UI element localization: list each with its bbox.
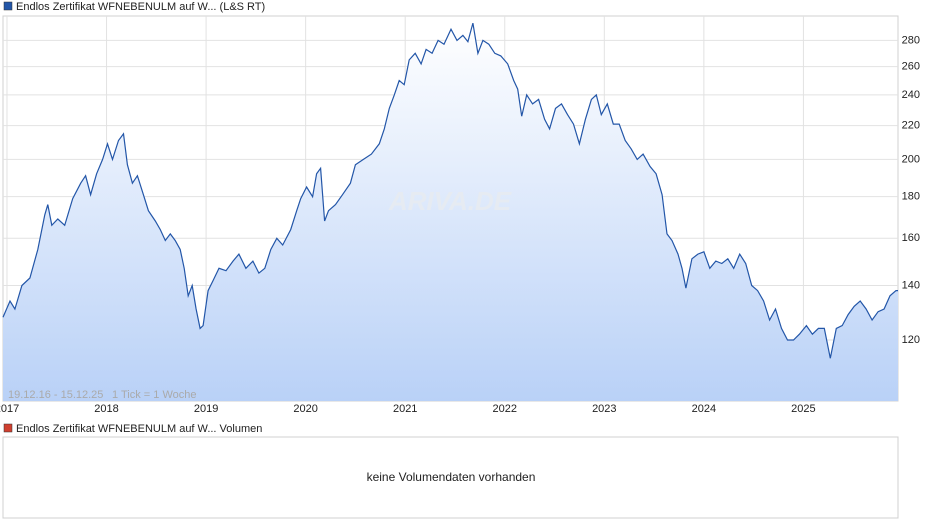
legend-label: Endlos Zertifikat WFNEBENULM auf W... (L… (16, 1, 265, 13)
y-tick-label: 200 (902, 153, 920, 165)
y-tick-label: 280 (902, 34, 920, 46)
x-tick-label: 2024 (692, 403, 716, 415)
volume-message: keine Volumendaten vorhanden (367, 470, 536, 484)
y-tick-label: 260 (902, 61, 920, 73)
y-tick-label: 120 (902, 334, 920, 346)
x-tick-label: 2025 (791, 403, 815, 415)
volume-legend: Endlos Zertifikat WFNEBENULM auf W... Vo… (16, 423, 262, 435)
x-tick-label: 2021 (393, 403, 417, 415)
x-tick-label: 2022 (493, 403, 517, 415)
volume-frame (2, 436, 899, 519)
x-tick-label: 2019 (194, 403, 218, 415)
y-tick-label: 160 (902, 232, 920, 244)
x-tick-label: 2020 (293, 403, 317, 415)
data (2, 22, 898, 401)
y-tick-label: 140 (902, 279, 920, 291)
y-tick-label: 180 (902, 191, 920, 203)
y-tick-label: 220 (902, 120, 920, 132)
x-tick-label: 2018 (94, 403, 118, 415)
x-tick-label: 2017 (0, 403, 19, 415)
tick-note: 1 Tick = 1 Woche (112, 389, 196, 401)
date-range: 19.12.16 - 15.12.25 (8, 389, 103, 401)
x-tick-label: 2023 (592, 403, 616, 415)
legend-swatch (3, 1, 13, 11)
legend-swatch (3, 423, 13, 433)
area (3, 23, 898, 401)
y-tick-label: 240 (902, 89, 920, 101)
line (2, 22, 898, 359)
watermark: ARIVA.DE (388, 186, 512, 216)
